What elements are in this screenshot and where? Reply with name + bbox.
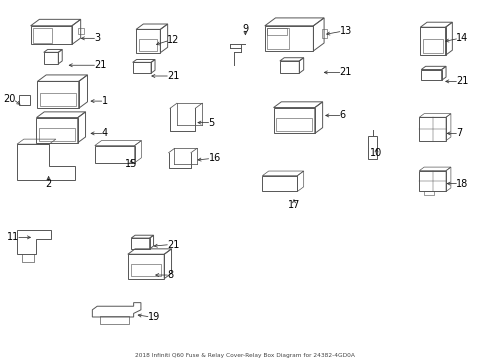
Text: 11: 11: [7, 232, 19, 242]
Bar: [41, 93, 76, 106]
Bar: [279, 61, 299, 73]
Bar: [367, 136, 376, 159]
Bar: [418, 171, 445, 192]
Bar: [267, 28, 288, 49]
Bar: [423, 191, 433, 195]
Bar: [419, 27, 445, 55]
Text: 3: 3: [94, 33, 100, 43]
Bar: [100, 316, 128, 324]
Bar: [43, 52, 58, 64]
Text: 9: 9: [242, 24, 248, 35]
Text: 1: 1: [102, 96, 107, 106]
Text: 7: 7: [455, 129, 462, 138]
Text: 21: 21: [455, 76, 468, 86]
Text: 15: 15: [125, 159, 137, 169]
Text: 13: 13: [339, 26, 351, 36]
Text: 8: 8: [167, 270, 173, 280]
Text: 17: 17: [287, 200, 300, 210]
Bar: [38, 81, 79, 108]
Bar: [422, 39, 442, 53]
Text: 4: 4: [102, 129, 107, 138]
Text: 2018 Infiniti Q60 Fuse & Relay Cover-Relay Box Diagram for 24382-4GD0A: 2018 Infiniti Q60 Fuse & Relay Cover-Rel…: [134, 353, 354, 358]
Text: 21: 21: [167, 71, 179, 81]
Bar: [20, 95, 30, 105]
Bar: [78, 28, 84, 34]
Bar: [40, 128, 75, 140]
Bar: [418, 117, 445, 140]
Text: 21: 21: [339, 67, 351, 77]
Bar: [131, 238, 149, 249]
Text: 10: 10: [370, 148, 382, 158]
Text: 6: 6: [339, 111, 345, 121]
Text: 12: 12: [167, 35, 179, 45]
Bar: [264, 26, 313, 51]
Bar: [262, 176, 297, 192]
Text: 2: 2: [45, 179, 52, 189]
Text: 5: 5: [208, 118, 214, 128]
Text: 14: 14: [455, 33, 468, 43]
Text: 20: 20: [4, 94, 16, 104]
Bar: [273, 108, 314, 134]
Text: 18: 18: [455, 179, 468, 189]
Bar: [132, 62, 151, 73]
Bar: [33, 28, 52, 42]
Bar: [95, 145, 134, 163]
Text: 21: 21: [94, 60, 106, 70]
Text: 16: 16: [208, 153, 220, 163]
Bar: [136, 30, 160, 53]
Bar: [127, 254, 164, 279]
Bar: [276, 118, 311, 131]
Text: 19: 19: [147, 312, 160, 322]
Bar: [420, 69, 441, 80]
Bar: [139, 39, 157, 50]
Bar: [31, 26, 72, 44]
Bar: [321, 29, 327, 38]
Bar: [267, 28, 286, 35]
Bar: [37, 118, 78, 143]
Text: 21: 21: [167, 239, 179, 249]
Bar: [130, 264, 161, 276]
